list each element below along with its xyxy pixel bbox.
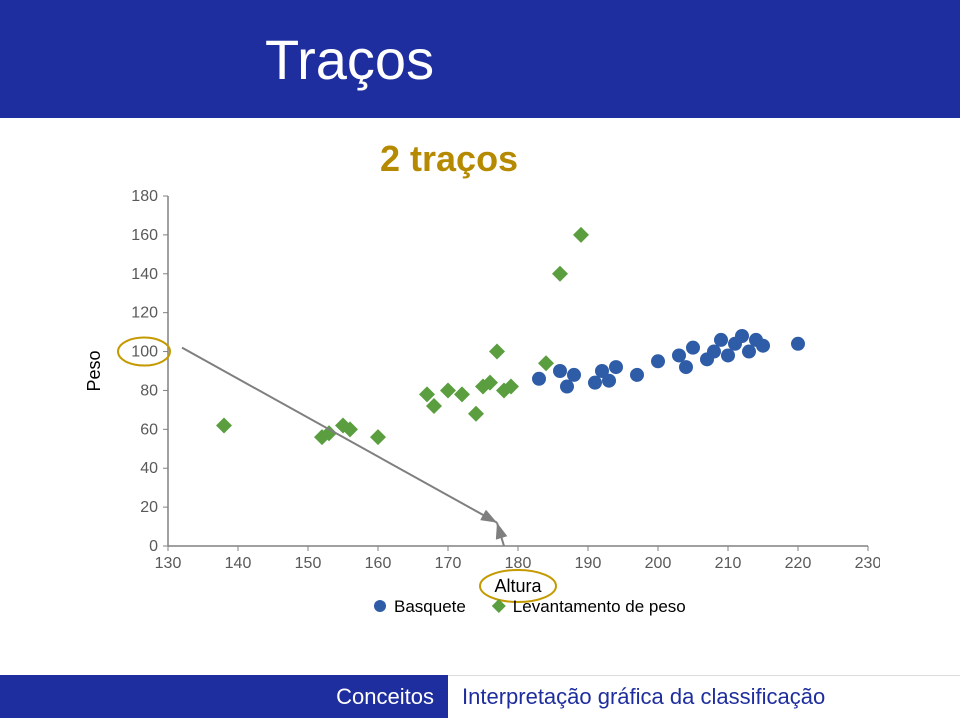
data-point [468,406,484,422]
footer-right: Interpretação gráfica da classificação [448,675,960,718]
data-point [672,348,686,362]
scatter-chart: 0 20 40 60 80 100 120 140 160 180 130 140 150 160 170 1… [80,188,880,628]
data-point [630,368,644,382]
svg-text:160: 160 [365,555,392,572]
svg-text:160: 160 [131,227,158,244]
annotation-arrow [497,523,504,546]
svg-text:120: 120 [131,305,158,322]
svg-text:80: 80 [140,382,158,399]
data-point [560,380,574,394]
data-point [791,337,805,351]
data-point [686,341,700,355]
svg-text:140: 140 [131,266,158,283]
title-band: Traços [0,0,960,118]
svg-text:130: 130 [155,555,182,572]
footer-left: Conceitos [0,675,448,718]
legend-label: Basquete [394,597,466,616]
data-point [567,368,581,382]
data-point [454,386,470,402]
svg-text:170: 170 [435,555,462,572]
data-point [489,344,505,360]
svg-text:Peso: Peso [84,350,104,391]
svg-text:230: 230 [855,555,880,572]
data-point [602,374,616,388]
svg-text:150: 150 [295,555,322,572]
data-point [370,429,386,445]
chart-subtitle: 2 traços [380,138,518,180]
svg-text:40: 40 [140,460,158,477]
data-point [756,339,770,353]
data-point [721,348,735,362]
data-point [553,364,567,378]
data-point [552,266,568,282]
svg-text:180: 180 [131,188,158,205]
svg-text:100: 100 [131,344,158,361]
data-point [679,360,693,374]
svg-text:140: 140 [225,555,252,572]
svg-text:210: 210 [715,555,742,572]
data-point [735,329,749,343]
data-point [588,376,602,390]
data-point [440,382,456,398]
data-point [573,227,589,243]
svg-text:20: 20 [140,499,158,516]
data-point [742,345,756,359]
svg-text:200: 200 [645,555,672,572]
svg-text:190: 190 [575,555,602,572]
page-title: Traços [265,27,434,92]
svg-text:60: 60 [140,421,158,438]
data-point [707,345,721,359]
svg-text:Altura: Altura [494,576,542,596]
data-point [609,360,623,374]
data-point [216,417,232,433]
annotation-arrow [182,348,497,523]
data-point [714,333,728,347]
svg-text:220: 220 [785,555,812,572]
svg-text:0: 0 [149,538,158,555]
data-point [538,355,554,371]
footer-band: Conceitos Interpretação gráfica da class… [0,675,960,718]
legend-label: Levantamento de peso [513,597,686,616]
data-point [532,372,546,386]
legend-marker [374,600,386,612]
data-point [651,354,665,368]
